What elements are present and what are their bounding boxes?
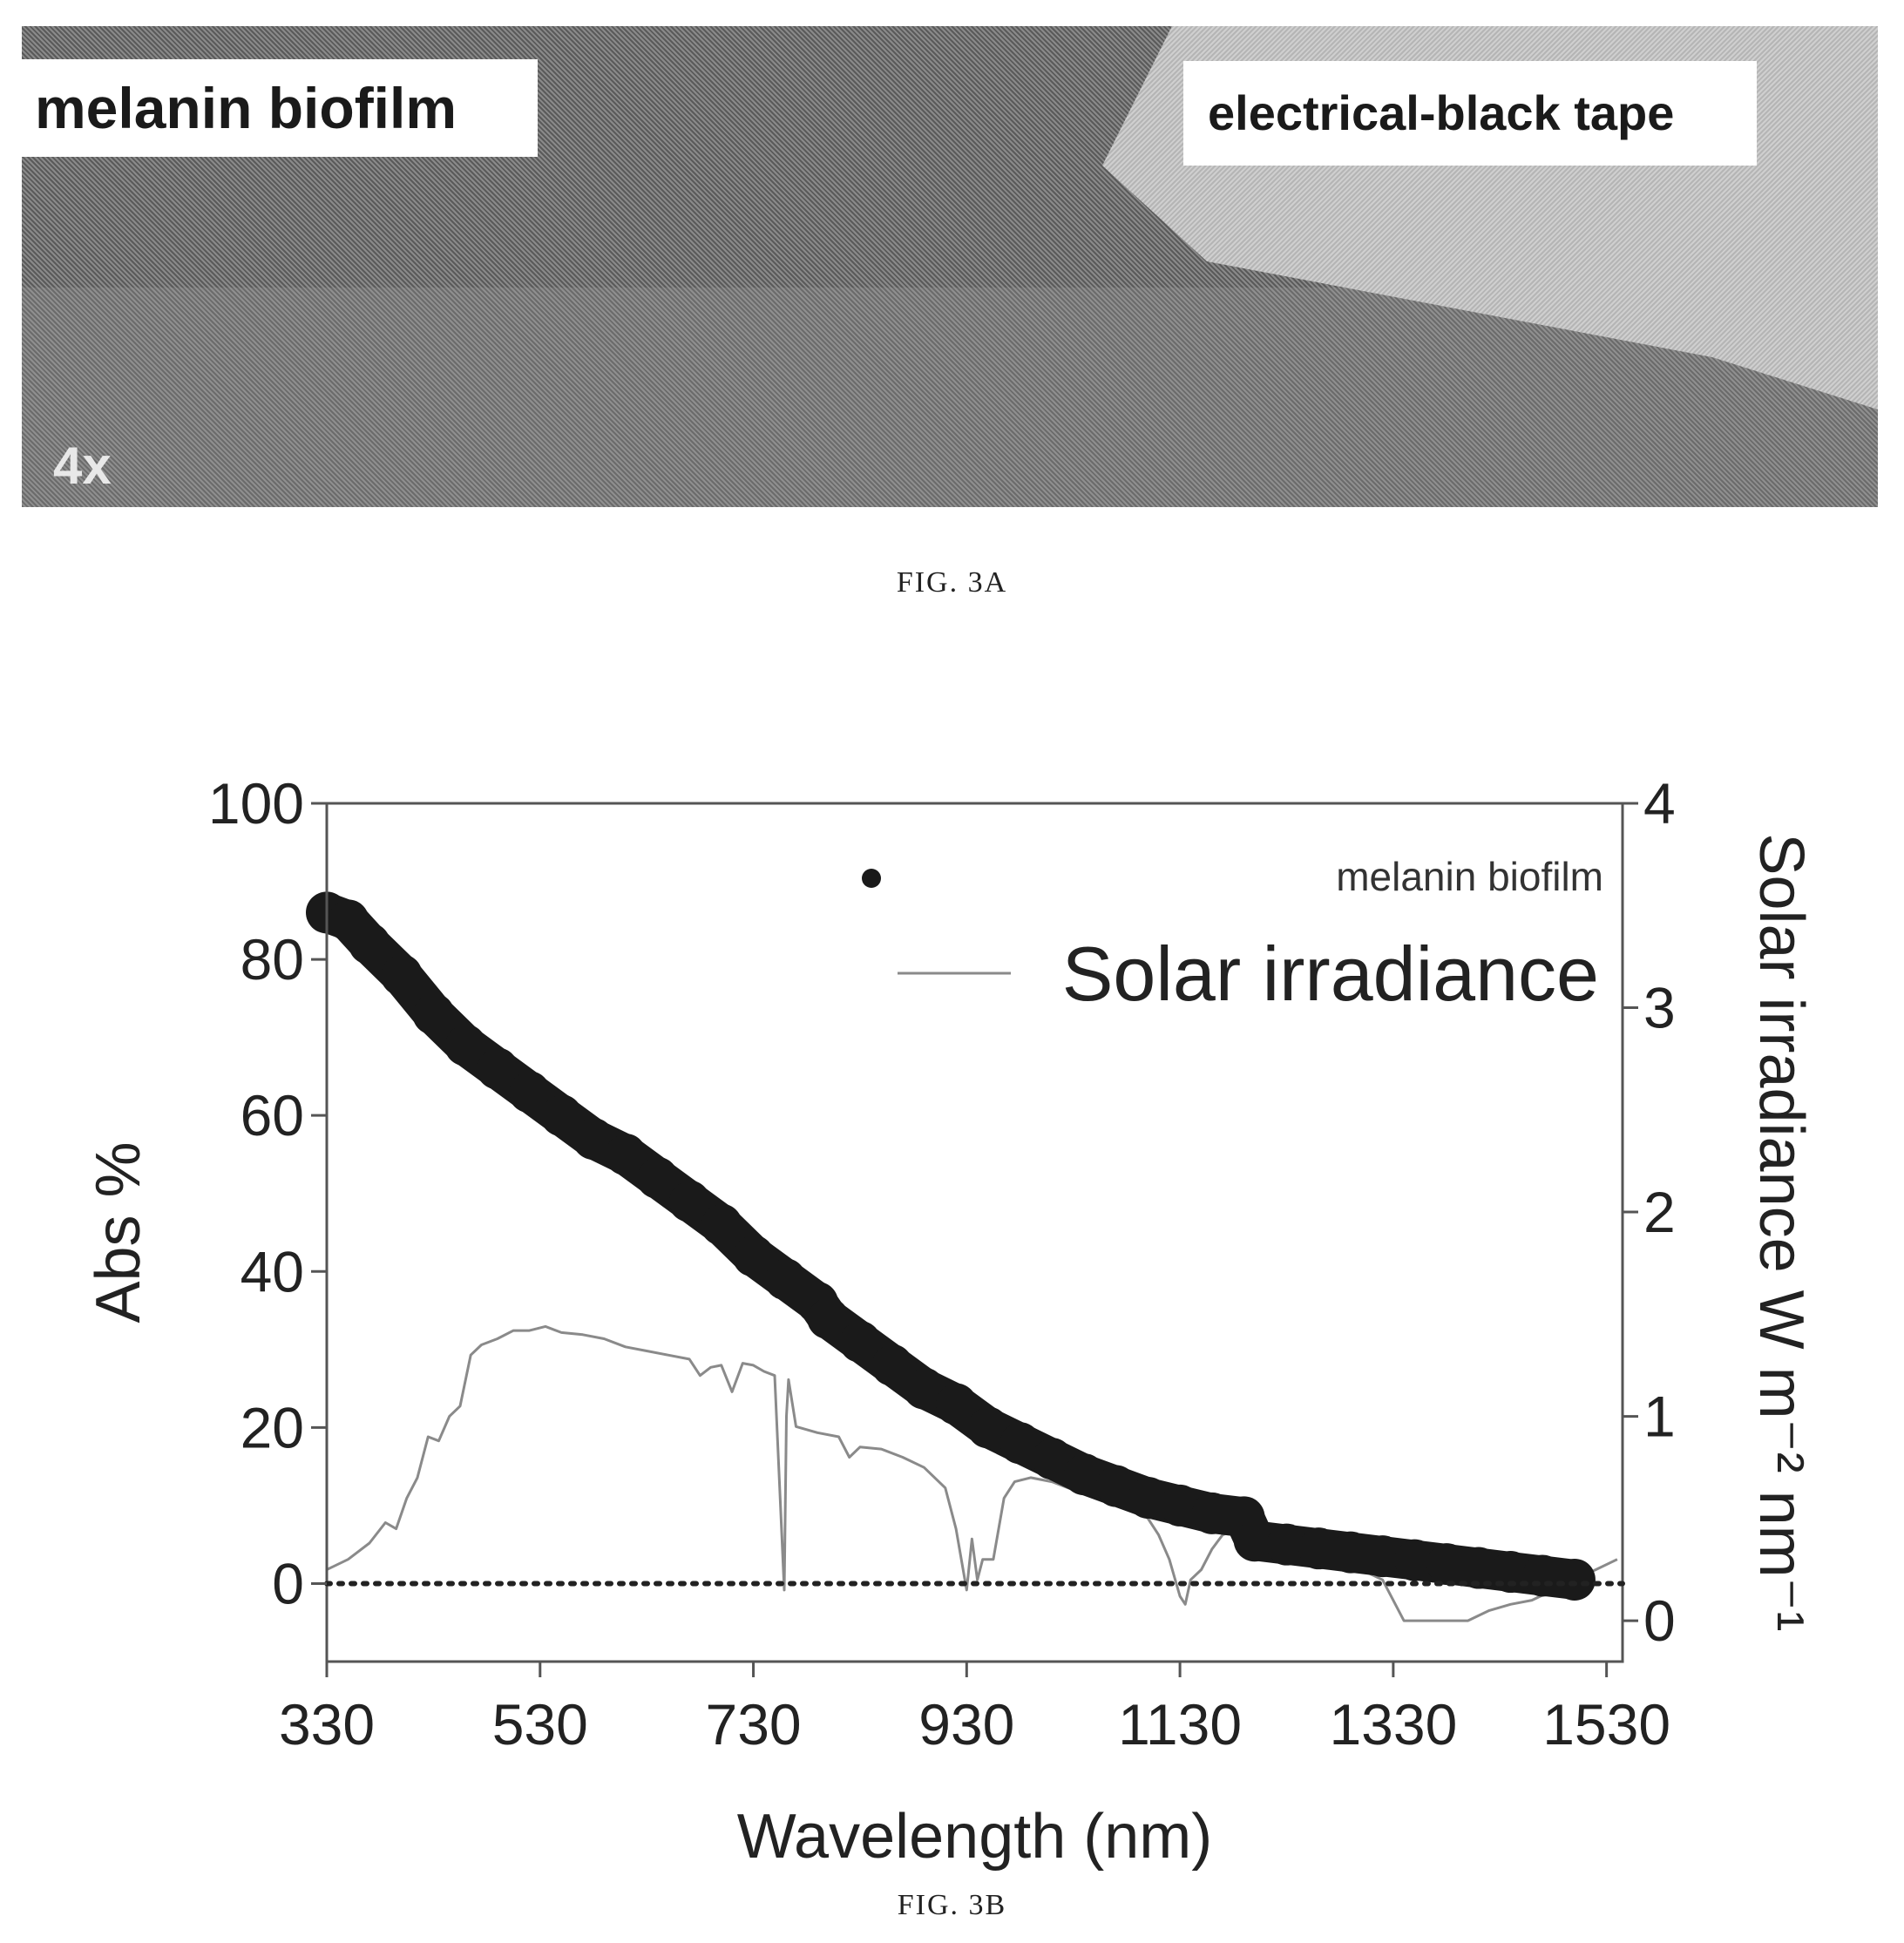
- melanin-marker-band: [1522, 1555, 1595, 1600]
- melanin-biofilm-label: melanin biofilm: [19, 59, 538, 157]
- x-tick-label: 530: [492, 1692, 588, 1757]
- x-tick-label: 1330: [1329, 1692, 1457, 1757]
- magnification-label: 4x: [53, 437, 112, 495]
- y-tick-label: 80: [241, 927, 304, 992]
- y-tick-label: 20: [241, 1395, 304, 1459]
- y2-axis-title: Solar irradiance W m⁻² nm⁻¹: [1746, 833, 1816, 1631]
- x-tick-label: 330: [279, 1692, 375, 1757]
- x-tick-label: 930: [918, 1692, 1014, 1757]
- y-tick-label: 40: [241, 1239, 304, 1303]
- legend-label-melanin: melanin biofilm: [1336, 854, 1603, 899]
- figure-3a-caption: FIG. 3A: [896, 566, 1008, 599]
- y2-tick-label: 0: [1643, 1588, 1676, 1653]
- y-tick-label: 60: [241, 1083, 304, 1148]
- plot-frame: [325, 802, 1624, 1663]
- electrical-tape-label: electrical-black tape: [1183, 61, 1757, 166]
- y-axis-title: Abs %: [84, 1141, 153, 1323]
- y2-tick-label: 4: [1643, 771, 1676, 836]
- y2-tick-label: 2: [1643, 1180, 1676, 1244]
- x-tick-label: 730: [705, 1692, 801, 1757]
- x-tick-label: 1130: [1118, 1692, 1242, 1757]
- y-tick-label: 0: [272, 1551, 304, 1615]
- legend-label-solar: Solar irradiance: [1062, 931, 1599, 1017]
- y2-tick-label: 1: [1643, 1384, 1676, 1449]
- x-tick-label: 1530: [1542, 1692, 1670, 1757]
- y2-tick-label: 3: [1643, 976, 1676, 1040]
- figure-3b-caption: FIG. 3B: [897, 1889, 1007, 1921]
- y-tick-label: 100: [208, 771, 304, 836]
- legend-marker-melanin: [862, 869, 881, 888]
- x-axis-title: Wavelength (nm): [737, 1802, 1213, 1872]
